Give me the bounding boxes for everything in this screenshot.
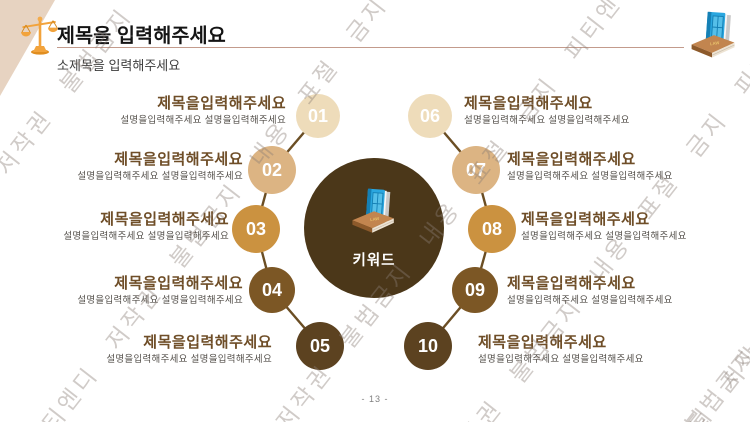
- item-description: 설명을입력해주세요 설명을입력해주세요: [63, 231, 229, 242]
- item-title: 제목을입력해주세요: [507, 275, 636, 292]
- step-number: 01: [307, 105, 329, 126]
- page-number: - 13 -: [361, 394, 389, 404]
- step-circle-09: 09: [452, 267, 498, 313]
- item-title: 제목을입력해주세요: [114, 275, 243, 292]
- list-item-10: 제목을입력해주세요 설명을입력해주세요 설명을입력해주세요: [478, 334, 644, 366]
- step-number: 05: [309, 335, 331, 356]
- header-divider: [57, 47, 684, 48]
- item-description: 설명을입력해주세요 설명을입력해주세요: [120, 115, 286, 126]
- keyword-center-circle: LAW 키워드: [304, 158, 444, 298]
- step-circle-01: 01: [296, 94, 340, 138]
- item-title: 제목을입력해주세요: [521, 211, 650, 228]
- item-title: 제목을입력해주세요: [464, 95, 593, 112]
- item-description: 설명을입력해주세요 설명을입력해주세요: [106, 354, 272, 365]
- step-circle-03: 03: [232, 205, 280, 253]
- item-description: 설명을입력해주세요 설명을입력해주세요: [521, 231, 687, 242]
- list-item-07: 제목을입력해주세요 설명을입력해주세요 설명을입력해주세요: [507, 151, 673, 183]
- step-number: 07: [465, 159, 487, 180]
- step-number: 02: [261, 159, 283, 180]
- books-icon: LAW: [345, 186, 403, 245]
- scales-icon: [20, 12, 58, 61]
- item-description: 설명을입력해주세요 설명을입력해주세요: [507, 171, 673, 182]
- step-circle-04: 04: [249, 267, 295, 313]
- step-circle-08: 08: [468, 205, 516, 253]
- step-circle-06: 06: [408, 94, 452, 138]
- step-number: 08: [481, 218, 503, 239]
- step-number: 03: [245, 218, 267, 239]
- step-circle-07: 07: [452, 146, 500, 194]
- step-number: 09: [464, 279, 486, 300]
- step-circle-10: 10: [404, 322, 452, 370]
- item-description: 설명을입력해주세요 설명을입력해주세요: [478, 354, 644, 365]
- item-title: 제목을입력해주세요: [507, 151, 636, 168]
- list-item-01: 제목을입력해주세요 설명을입력해주세요 설명을입력해주세요: [120, 95, 286, 127]
- list-item-04: 제목을입력해주세요 설명을입력해주세요 설명을입력해주세요: [77, 275, 243, 307]
- item-title: 제목을입력해주세요: [143, 334, 272, 351]
- list-item-03: 제목을입력해주세요 설명을입력해주세요 설명을입력해주세요: [63, 211, 229, 243]
- step-circle-02: 02: [248, 146, 296, 194]
- list-item-06: 제목을입력해주세요 설명을입력해주세요 설명을입력해주세요: [464, 95, 630, 127]
- item-description: 설명을입력해주세요 설명을입력해주세요: [507, 295, 673, 306]
- slide-subtitle: 소제목을 입력해주세요: [57, 58, 181, 73]
- svg-text:LAW: LAW: [710, 40, 720, 46]
- list-item-09: 제목을입력해주세요 설명을입력해주세요 설명을입력해주세요: [507, 275, 673, 307]
- svg-text:LAW: LAW: [370, 216, 380, 222]
- step-number: 10: [417, 335, 439, 356]
- books-icon: LAW: [686, 9, 742, 70]
- item-title: 제목을입력해주세요: [157, 95, 286, 112]
- item-title: 제목을입력해주세요: [478, 334, 607, 351]
- list-item-08: 제목을입력해주세요 설명을입력해주세요 설명을입력해주세요: [521, 211, 687, 243]
- item-description: 설명을입력해주세요 설명을입력해주세요: [77, 171, 243, 182]
- list-item-05: 제목을입력해주세요 설명을입력해주세요 설명을입력해주세요: [106, 334, 272, 366]
- item-description: 설명을입력해주세요 설명을입력해주세요: [464, 115, 630, 126]
- item-description: 설명을입력해주세요 설명을입력해주세요: [77, 295, 243, 306]
- keyword-label: 키워드: [352, 253, 396, 269]
- step-circle-05: 05: [296, 322, 344, 370]
- item-title: 제목을입력해주세요: [100, 211, 229, 228]
- list-item-02: 제목을입력해주세요 설명을입력해주세요 설명을입력해주세요: [77, 151, 243, 183]
- step-number: 06: [419, 105, 441, 126]
- slide-title: 제목을 입력해주세요: [57, 25, 226, 47]
- item-title: 제목을입력해주세요: [114, 151, 243, 168]
- step-number: 04: [261, 279, 283, 300]
